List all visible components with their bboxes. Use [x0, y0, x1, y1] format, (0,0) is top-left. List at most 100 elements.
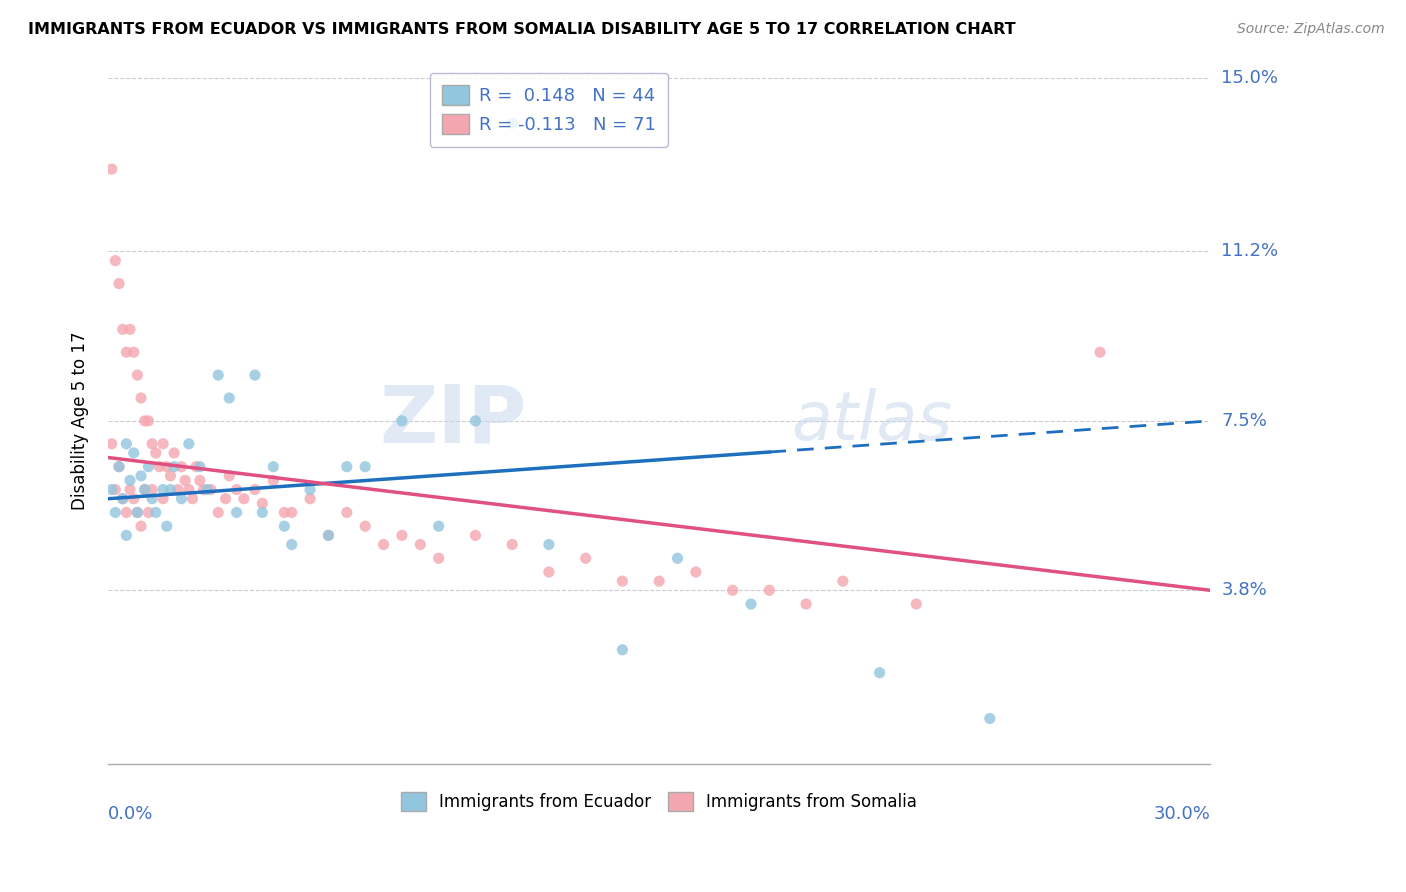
Point: [170, 491, 193, 506]
Point: [138, 414, 160, 428]
Point: [163, 446, 186, 460]
Point: [100, 483, 122, 497]
Point: [181, 491, 204, 506]
Text: 11.2%: 11.2%: [1222, 243, 1278, 260]
Point: [262, 474, 284, 488]
Point: [612, 574, 634, 588]
Point: [100, 437, 122, 451]
Point: [273, 519, 295, 533]
Point: [427, 551, 450, 566]
Point: [127, 506, 149, 520]
Point: [163, 459, 186, 474]
Point: [243, 483, 266, 497]
Point: [262, 459, 284, 474]
Point: [100, 162, 122, 177]
Point: [464, 528, 486, 542]
Point: [115, 437, 138, 451]
Point: [111, 491, 134, 506]
Point: [273, 506, 295, 520]
Point: [336, 506, 359, 520]
Point: [318, 528, 340, 542]
Point: [166, 483, 188, 497]
Point: [232, 491, 254, 506]
Point: [207, 368, 229, 383]
Point: [501, 116, 523, 130]
Point: [207, 506, 229, 520]
Point: [464, 414, 486, 428]
Point: [177, 483, 200, 497]
Point: [1088, 345, 1111, 359]
Point: [225, 506, 247, 520]
Point: [409, 537, 432, 551]
Point: [111, 491, 134, 506]
Point: [869, 665, 891, 680]
Point: [122, 345, 145, 359]
Point: [141, 437, 163, 451]
Point: [200, 483, 222, 497]
Point: [134, 483, 156, 497]
Legend: Immigrants from Ecuador, Immigrants from Somalia: Immigrants from Ecuador, Immigrants from…: [394, 786, 924, 818]
Point: [115, 506, 138, 520]
Point: [129, 468, 152, 483]
Point: [138, 506, 160, 520]
Point: [225, 483, 247, 497]
Point: [122, 491, 145, 506]
Point: [299, 491, 322, 506]
Point: [134, 483, 156, 497]
Point: [104, 483, 127, 497]
Point: [115, 345, 138, 359]
Point: [115, 528, 138, 542]
Point: [218, 468, 240, 483]
Point: [111, 322, 134, 336]
Point: [252, 496, 274, 510]
Point: [129, 519, 152, 533]
Point: [391, 528, 413, 542]
Point: [758, 583, 780, 598]
Point: [354, 459, 377, 474]
Point: [148, 459, 170, 474]
Point: [318, 528, 340, 542]
Point: [159, 468, 181, 483]
Point: [218, 391, 240, 405]
Text: 7.5%: 7.5%: [1222, 412, 1267, 430]
Point: [152, 491, 174, 506]
Text: Source: ZipAtlas.com: Source: ZipAtlas.com: [1237, 22, 1385, 37]
Point: [156, 459, 179, 474]
Y-axis label: Disability Age 5 to 17: Disability Age 5 to 17: [72, 332, 89, 510]
Point: [118, 483, 141, 497]
Point: [186, 459, 208, 474]
Point: [648, 574, 671, 588]
Text: 15.0%: 15.0%: [1222, 69, 1278, 87]
Point: [354, 519, 377, 533]
Point: [831, 574, 853, 588]
Point: [118, 322, 141, 336]
Point: [108, 459, 131, 474]
Point: [685, 565, 707, 579]
Point: [170, 459, 193, 474]
Point: [104, 506, 127, 520]
Point: [127, 368, 149, 383]
Point: [280, 506, 302, 520]
Point: [794, 597, 817, 611]
Point: [193, 483, 215, 497]
Point: [188, 459, 211, 474]
Point: [129, 391, 152, 405]
Text: IMMIGRANTS FROM ECUADOR VS IMMIGRANTS FROM SOMALIA DISABILITY AGE 5 TO 17 CORREL: IMMIGRANTS FROM ECUADOR VS IMMIGRANTS FR…: [28, 22, 1015, 37]
Point: [537, 565, 560, 579]
Point: [145, 446, 167, 460]
Point: [195, 483, 218, 497]
Point: [152, 483, 174, 497]
Point: [174, 474, 197, 488]
Point: [252, 506, 274, 520]
Point: [740, 597, 762, 611]
Point: [537, 537, 560, 551]
Text: 0.0%: 0.0%: [108, 805, 153, 823]
Text: 3.8%: 3.8%: [1222, 582, 1267, 599]
Point: [979, 711, 1001, 725]
Point: [127, 506, 149, 520]
Point: [138, 459, 160, 474]
Text: atlas: atlas: [792, 388, 952, 454]
Point: [905, 597, 928, 611]
Point: [427, 519, 450, 533]
Point: [299, 483, 322, 497]
